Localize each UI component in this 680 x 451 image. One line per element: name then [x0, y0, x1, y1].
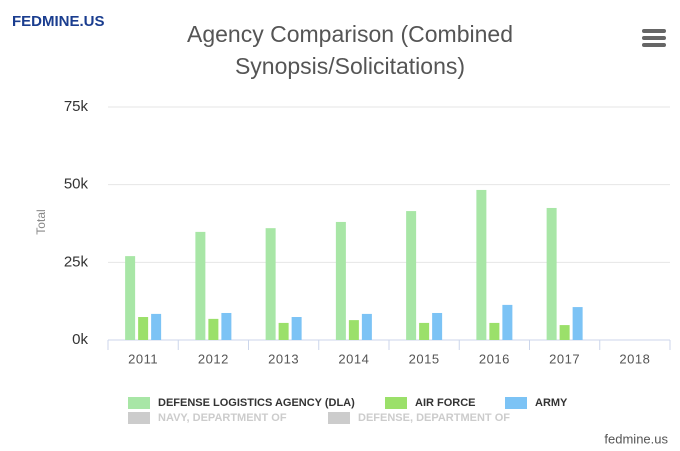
bar [265, 228, 276, 340]
legend-label[interactable]: DEFENSE, DEPARTMENT OF [358, 412, 510, 424]
bar [208, 318, 219, 340]
y-axis-label: Total [34, 209, 48, 234]
bar [348, 320, 359, 340]
x-tick-label: 2018 [619, 351, 650, 366]
bar [502, 304, 513, 340]
legend-label[interactable]: ARMY [535, 397, 568, 409]
x-tick-label: 2013 [268, 351, 299, 366]
y-tick-label: 0k [72, 331, 88, 348]
x-tick-label: 2015 [409, 351, 440, 366]
x-tick-label: 2016 [479, 351, 510, 366]
x-tick-label: 2014 [338, 351, 369, 366]
chart-title-line1: Agency Comparison (Combined [187, 21, 513, 47]
legend-label[interactable]: DEFENSE LOGISTICS AGENCY (DLA) [158, 397, 355, 409]
y-tick-label: 25k [64, 253, 89, 270]
x-tick-label: 2017 [549, 351, 580, 366]
menu-bar[interactable] [642, 43, 666, 47]
bar [572, 307, 583, 340]
menu-bar[interactable] [642, 36, 666, 40]
bar [419, 322, 430, 340]
legend-label[interactable]: NAVY, DEPARTMENT OF [158, 412, 287, 424]
legend-swatch [385, 397, 407, 409]
menu-bar[interactable] [642, 29, 666, 33]
legend-swatch [128, 397, 150, 409]
brand-logo: FEDMINE.US [12, 13, 105, 30]
bar [221, 312, 232, 340]
bar [546, 207, 557, 340]
bar [195, 231, 206, 340]
x-tick-label: 2012 [198, 351, 229, 366]
bar [432, 312, 443, 340]
menu-button[interactable] [642, 29, 666, 47]
bar [138, 317, 149, 340]
bar [291, 317, 302, 340]
x-tick-label: 2011 [128, 351, 158, 366]
legend-swatch [328, 412, 350, 424]
legend-swatch [505, 397, 527, 409]
chart-title-line2: Synopsis/Solicitations) [235, 53, 465, 79]
bar [406, 211, 417, 340]
bar [278, 322, 289, 340]
y-tick-label: 50k [64, 176, 89, 193]
bar [559, 325, 570, 340]
bar [476, 189, 487, 340]
bar [151, 313, 162, 340]
y-tick-label: 75k [64, 98, 89, 115]
bar [489, 322, 500, 340]
legend-label[interactable]: AIR FORCE [415, 397, 476, 409]
bar [125, 256, 136, 340]
bar [361, 313, 372, 340]
legend-swatch [128, 412, 150, 424]
bar [335, 221, 346, 340]
credit: fedmine.us [604, 431, 668, 446]
